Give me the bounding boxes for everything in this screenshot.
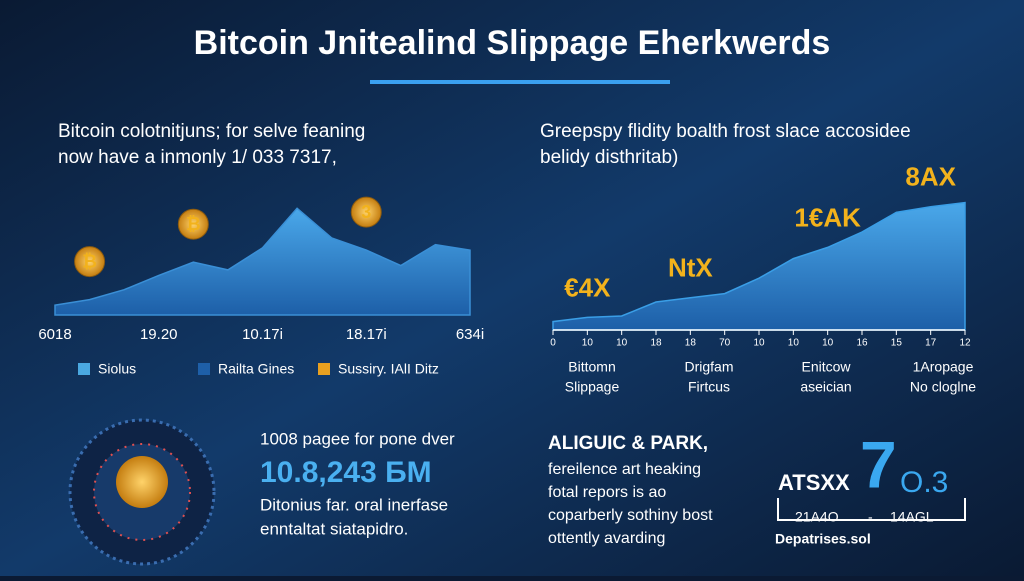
right-stat-body: fotal repors is ao	[548, 484, 666, 501]
annotation: €4X	[564, 272, 611, 302]
stat-caption: 1008 pagee for pone dver	[260, 429, 455, 448]
footer: Depatrises.sol	[775, 531, 871, 547]
right-stat-body: coparberly sothiny bost	[548, 507, 713, 524]
x-tick-label: 16	[856, 338, 868, 349]
right-stat-heading: ALIGUIC & PARK,	[548, 433, 708, 454]
column-label: Slippage	[565, 379, 620, 395]
right-heading: Greepspy flidity boalth frost slace acco…	[540, 121, 911, 142]
legend-label: Siolus	[98, 361, 136, 377]
x-tick-label: 10.17i	[242, 326, 283, 343]
area	[54, 207, 471, 316]
x-tick-label: 634i	[456, 326, 484, 343]
column-label: Firtcus	[688, 379, 730, 395]
range-label: 21A4O	[795, 509, 839, 525]
column-label: Drigfam	[684, 359, 733, 375]
x-tick-label: 15	[891, 338, 903, 349]
x-tick-label: 6018	[38, 326, 71, 343]
stat-figure: 10.8,243 БM	[260, 456, 432, 489]
small-number: O.3	[900, 466, 948, 499]
annotation: 8AX	[905, 162, 956, 192]
right-stat-body: ottently avarding	[548, 530, 665, 547]
left-heading: Bitcoin colotnitjuns; for selve feaning	[58, 121, 365, 142]
x-tick-label: 10	[616, 338, 628, 349]
range-label: -	[868, 509, 873, 525]
x-tick-label: 18.17i	[346, 326, 387, 343]
x-tick-label: 10	[753, 338, 765, 349]
x-tick-label: 10	[582, 338, 594, 349]
legend-label: Sussiry. IAlI Ditz	[338, 361, 439, 377]
annotation: 3	[361, 202, 371, 222]
right-stat-body: fereilence art heaking	[548, 461, 701, 478]
x-tick-label: 17	[925, 338, 937, 349]
annotation: ₿	[186, 214, 201, 234]
x-tick-label: 18	[685, 338, 697, 349]
stat-body: Ditonius far. oral inerfase	[260, 495, 448, 514]
range-bracket	[777, 498, 966, 521]
legend-swatch	[198, 363, 210, 375]
coin	[177, 208, 209, 240]
x-tick-label: 70	[719, 338, 731, 349]
coin	[350, 196, 382, 228]
range-label: 14AGL	[890, 509, 934, 525]
coin	[74, 246, 106, 278]
column-label: Enitcow	[801, 359, 851, 375]
annotation: NtX	[668, 253, 713, 283]
x-tick-label: 10	[788, 338, 800, 349]
x-tick-label: 0	[550, 338, 556, 349]
x-tick-label: 18	[650, 338, 662, 349]
code: ATSXX	[778, 470, 850, 495]
title: Bitcoin Jnitealind Slippage Eherkwerds	[194, 24, 831, 62]
area	[552, 201, 966, 331]
column-label: Bittomn	[568, 359, 615, 375]
legend-swatch	[78, 363, 90, 375]
legend-label: Railta Gines	[218, 361, 294, 377]
annotation: ₿	[82, 251, 97, 271]
column-label: No cloglne	[910, 379, 976, 395]
x-tick-label: 12	[959, 338, 971, 349]
column-label: 1Aropage	[913, 359, 974, 375]
big-number: 7	[860, 427, 897, 501]
column-label: aseician	[800, 379, 851, 395]
stat-body: enntaltat siatapidro.	[260, 519, 408, 538]
emblem	[68, 418, 216, 566]
legend-swatch	[318, 363, 330, 375]
x-tick-label: 19.20	[140, 326, 178, 343]
x-tick-label: 10	[822, 338, 834, 349]
annotation: 1€AK	[794, 202, 861, 232]
title-underline	[370, 80, 670, 84]
right-heading: belidy disthritab)	[540, 147, 678, 168]
left-heading: now have a inmonly 1/ 033 7317,	[58, 147, 337, 168]
